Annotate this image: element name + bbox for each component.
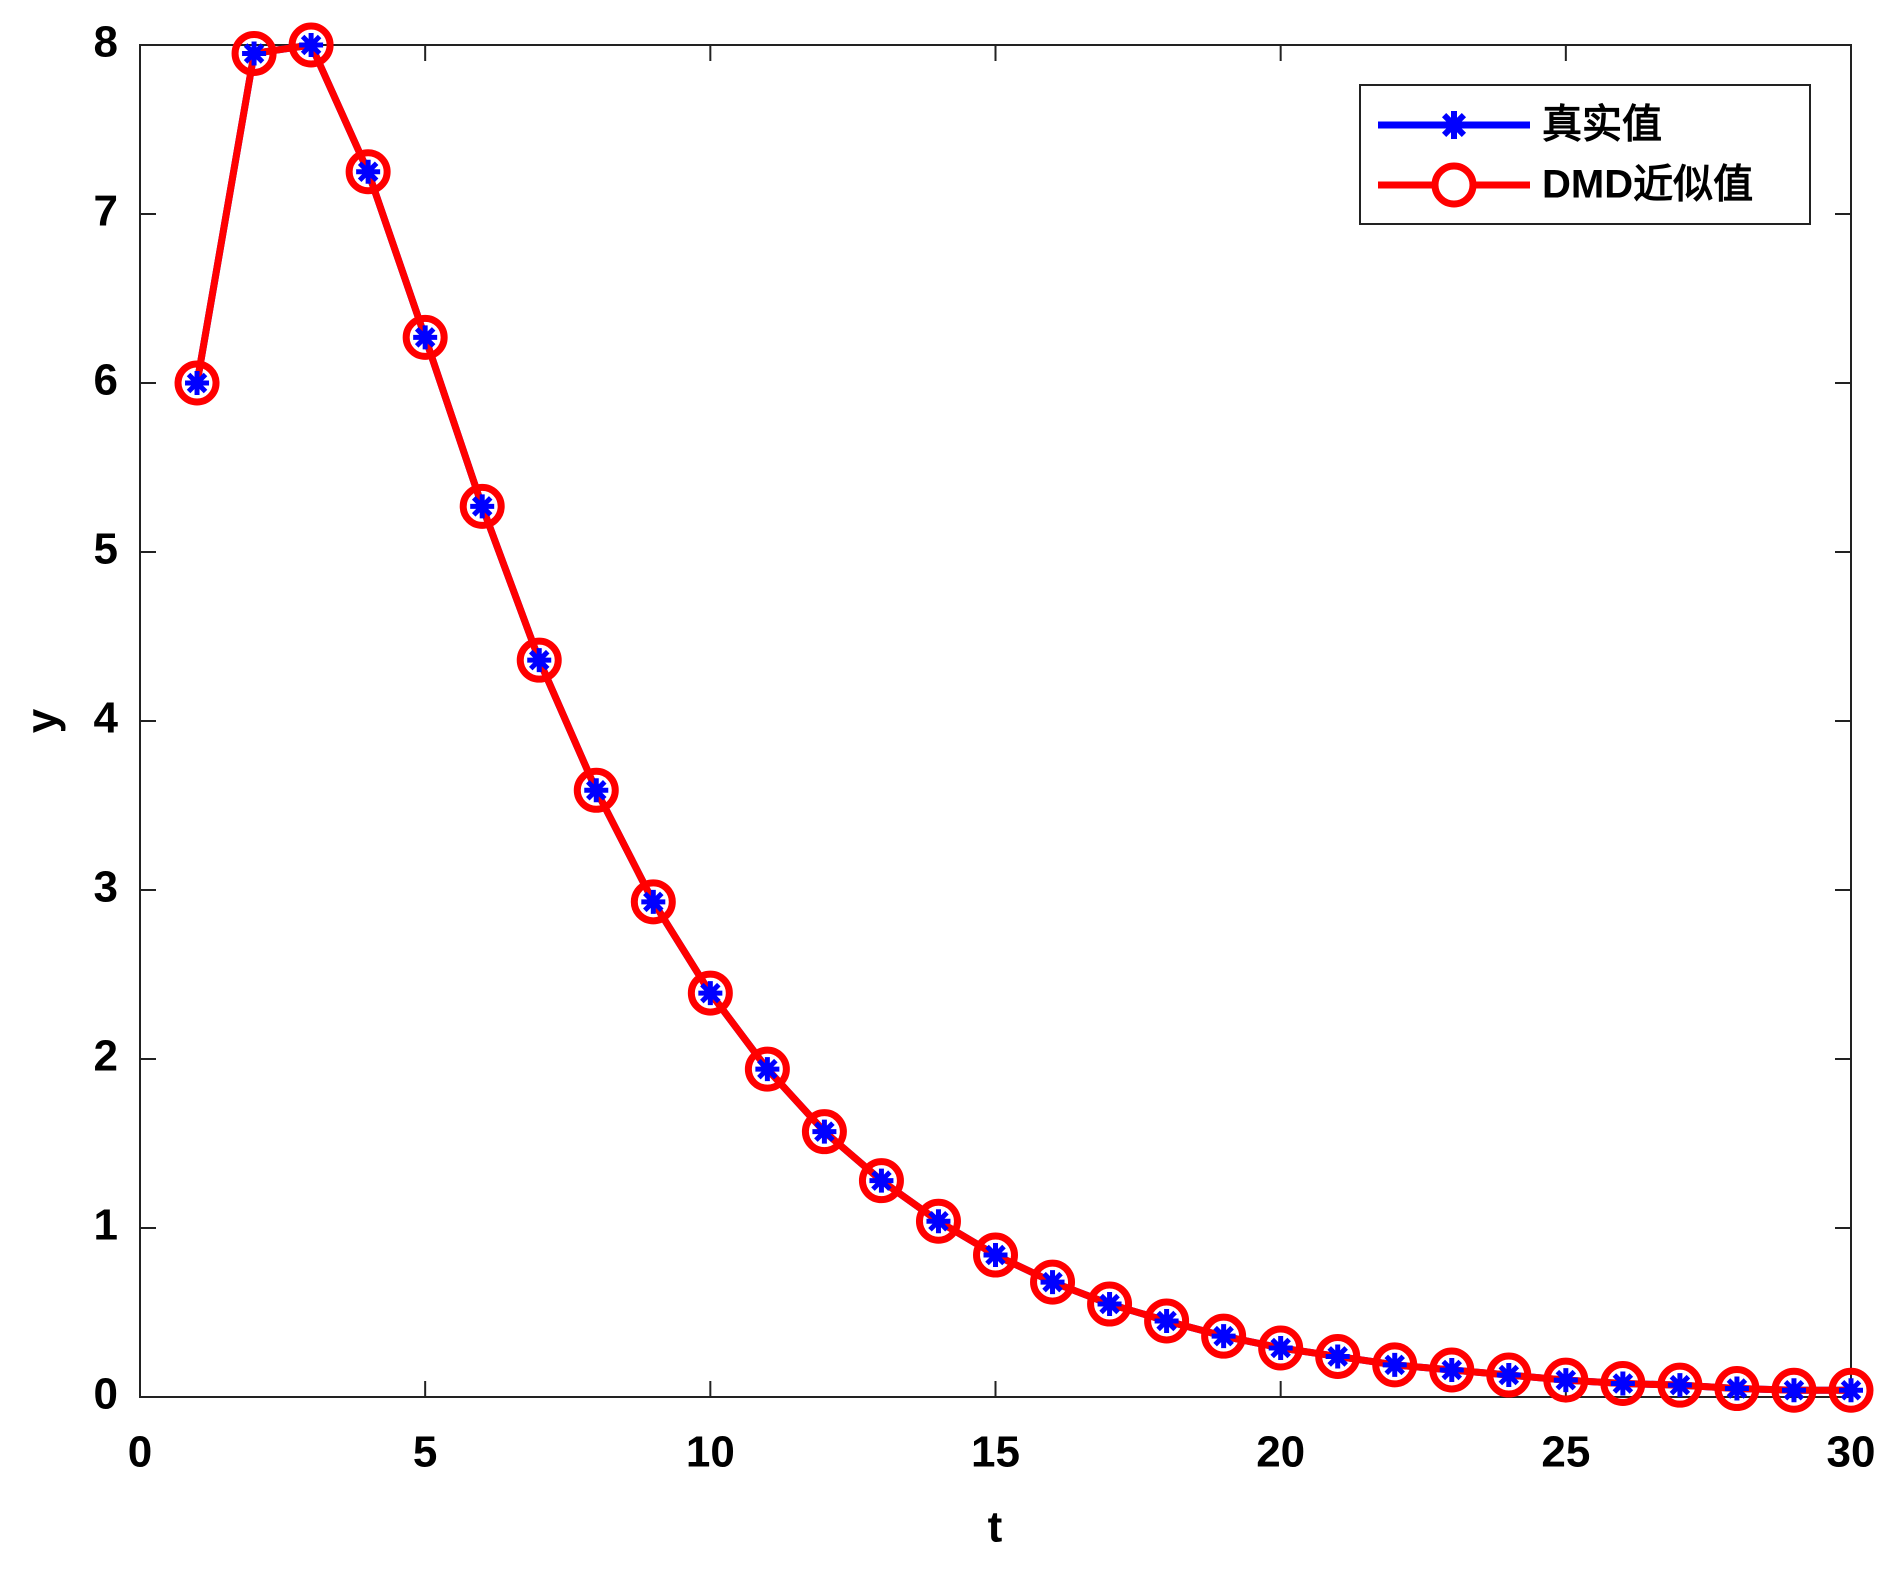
circle-marker: [174, 360, 220, 406]
circle-marker: [573, 767, 619, 813]
asterisk-marker: [869, 1168, 894, 1193]
legend-marker: [1440, 111, 1468, 139]
asterisk-marker: [1382, 1352, 1407, 1377]
circle-marker: [402, 314, 448, 360]
asterisk-marker: [1325, 1344, 1350, 1369]
x-tick-label: 15: [971, 1428, 1020, 1477]
circle-marker: [1828, 1367, 1874, 1413]
circle-marker: [516, 637, 562, 683]
asterisk-marker: [698, 981, 723, 1006]
circle-marker: [1429, 1347, 1475, 1393]
circle-marker: [345, 149, 391, 195]
y-tick-label: 1: [94, 1201, 118, 1250]
asterisk-marker: [1496, 1363, 1521, 1388]
circle-marker: [1258, 1325, 1304, 1371]
asterisk-marker: [1781, 1378, 1806, 1403]
y-tick-label: 4: [94, 694, 119, 743]
x-tick-label: 0: [128, 1428, 152, 1477]
circle-marker: [801, 1109, 847, 1155]
y-tick-label: 0: [94, 1370, 118, 1419]
circle-marker: [1372, 1342, 1418, 1388]
circle-marker: [1315, 1333, 1361, 1379]
asterisk-marker: [1724, 1376, 1749, 1401]
y-axis-label: y: [18, 708, 67, 733]
asterisk-marker: [1211, 1324, 1236, 1349]
circle-marker: [1144, 1298, 1190, 1344]
asterisk-marker: [1154, 1308, 1179, 1333]
asterisk-marker: [584, 778, 609, 803]
x-tick-label: 10: [686, 1428, 735, 1477]
circle-marker: [687, 970, 733, 1016]
asterisk-marker: [983, 1243, 1008, 1268]
circle-marker: [630, 879, 676, 925]
legend-box: [1359, 84, 1811, 225]
asterisk-marker: [299, 33, 324, 57]
circle-marker: [459, 483, 505, 529]
asterisk-marker: [1097, 1292, 1122, 1317]
asterisk-marker: [1610, 1371, 1635, 1396]
circle-marker: [973, 1232, 1018, 1278]
x-tick-label: 5: [413, 1428, 437, 1477]
y-tick-label: 2: [94, 1032, 118, 1081]
asterisk-marker: [527, 648, 552, 673]
circle-marker: [915, 1198, 961, 1244]
circle-marker: [1600, 1360, 1646, 1406]
circle-marker: [1201, 1313, 1247, 1359]
y-tick-label: 3: [94, 863, 118, 912]
legend-marker: [1431, 162, 1477, 208]
asterisk-marker: [1667, 1373, 1692, 1398]
circle-marker: [231, 30, 277, 76]
y-tick-label: 8: [94, 18, 118, 67]
asterisk-marker: [1553, 1368, 1578, 1393]
circle-marker: [744, 1046, 790, 1092]
asterisk-marker: [926, 1209, 951, 1234]
asterisk-marker: [356, 159, 381, 184]
circle-marker: [1486, 1352, 1532, 1398]
asterisk-marker: [1839, 1378, 1863, 1403]
y-tick-label: 5: [94, 525, 118, 574]
circle-marker: [858, 1158, 904, 1204]
circle-marker: [1714, 1366, 1760, 1412]
circle-marker: [1087, 1281, 1133, 1327]
asterisk-marker: [242, 41, 267, 66]
asterisk-marker: [641, 889, 666, 914]
x-tick-label: 30: [1827, 1428, 1876, 1477]
asterisk-marker: [755, 1057, 780, 1082]
circle-marker: [1657, 1362, 1703, 1408]
legend-label: DMD近似值: [1542, 163, 1753, 207]
asterisk-marker: [413, 325, 438, 350]
circle-marker: [1543, 1357, 1589, 1403]
y-tick-label: 6: [94, 356, 118, 405]
asterisk-marker: [1268, 1335, 1293, 1360]
circle-marker: [288, 22, 334, 68]
y-tick-label: 7: [94, 187, 118, 236]
asterisk-marker: [1040, 1270, 1065, 1295]
plot-area: [139, 44, 1852, 1398]
asterisk-marker: [1439, 1357, 1464, 1382]
x-tick-label: 20: [1256, 1428, 1305, 1477]
circle-marker: [1030, 1259, 1076, 1305]
asterisk-marker: [812, 1119, 837, 1144]
asterisk-marker: [185, 371, 210, 395]
x-axis-label: t: [988, 1503, 1003, 1552]
circle-marker: [1771, 1367, 1817, 1413]
x-tick-label: 25: [1541, 1428, 1590, 1477]
legend-label: 真实值: [1542, 103, 1662, 147]
asterisk-marker: [470, 494, 495, 519]
